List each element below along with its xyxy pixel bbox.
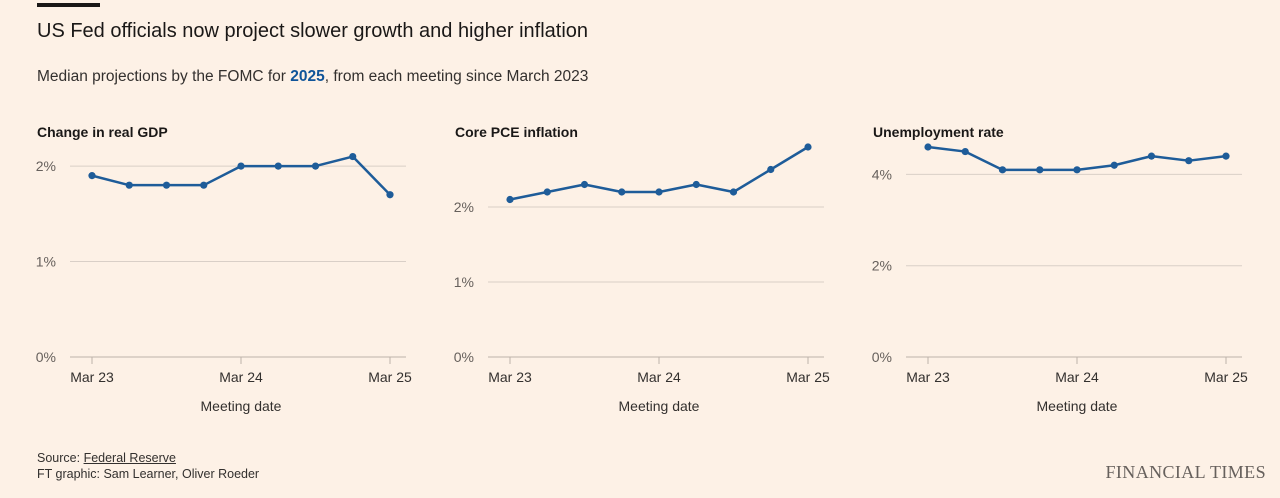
unemployment-data-point (1147, 152, 1156, 160)
unemployment-x-tick-label: Mar 24 (1055, 369, 1099, 385)
pce-data-point (804, 143, 812, 151)
gdp-y-tick-label: 1% (36, 254, 56, 270)
pce-y-tick-label: 1% (454, 274, 474, 290)
pce-x-axis-title: Meeting date (619, 398, 700, 414)
pce-data-point (692, 180, 700, 189)
pce-data-point (729, 188, 738, 196)
gdp-y-tick-label: 2% (36, 158, 56, 174)
unemployment-data-point (1222, 152, 1230, 160)
unemployment-data-point (1073, 166, 1081, 174)
gdp-data-point (200, 181, 208, 189)
gdp-data-point (274, 162, 282, 170)
unemployment-data-point (961, 147, 969, 156)
subtitle-text: Median projections by the FOMC for (37, 68, 291, 85)
gdp-data-point (162, 181, 171, 189)
unemployment-x-tick-label: Mar 23 (906, 369, 950, 385)
gdp-series-line (90, 155, 392, 196)
footer: Source: Federal Reserve FT graphic: Sam … (37, 450, 259, 482)
source-link[interactable]: Federal Reserve (83, 451, 176, 465)
pce-data-point (543, 188, 551, 196)
chart-title: US Fed officials now project slower grow… (37, 20, 589, 42)
pce-data-point (767, 165, 775, 174)
unemployment-data-point (998, 166, 1007, 174)
gdp-x-tick-label: Mar 24 (219, 369, 263, 385)
gdp-x-axis-title: Meeting date (201, 398, 282, 414)
subtitle-text-end: , from each meeting since March 2023 (324, 68, 589, 85)
ft-logo: FINANCIAL TIMES (1105, 462, 1266, 482)
pce-data-point (506, 195, 514, 204)
source-prefix: Source: (37, 451, 84, 465)
unemployment-data-point (924, 143, 932, 151)
gdp-x-tick-label: Mar 25 (368, 369, 412, 385)
chart-subtitle: Median projections by the FOMC for 2025,… (37, 68, 588, 86)
gdp-data-point (386, 191, 394, 199)
gdp-x-tick-label: Mar 23 (70, 369, 114, 385)
pce-x-tick-label: Mar 23 (488, 369, 532, 385)
gdp-data-point (125, 181, 133, 189)
pce-x-tick-label: Mar 25 (786, 369, 830, 385)
unemployment-data-point (1036, 166, 1044, 174)
source-line: Source: Federal Reserve (37, 450, 259, 466)
pce-y-tick-label: 0% (454, 349, 474, 365)
pce-y-tick-label: 2% (454, 199, 474, 215)
gdp-data-point (88, 172, 96, 180)
pce-data-point (618, 188, 626, 196)
unemployment-y-tick-label: 4% (872, 166, 892, 182)
gdp-data-point (237, 162, 245, 170)
panel-title-pce: Core PCE inflation (455, 124, 578, 140)
unemployment-data-point (1185, 157, 1193, 165)
gdp-data-point (349, 152, 357, 161)
unemployment-y-tick-label: 0% (872, 349, 892, 365)
gdp-y-tick-label: 0% (36, 349, 56, 365)
pce-x-tick-label: Mar 24 (637, 369, 681, 385)
top-accent-bar (37, 3, 100, 7)
gdp-data-point (311, 162, 320, 170)
unemployment-x-axis-title: Meeting date (1037, 398, 1118, 414)
unemployment-y-tick-label: 2% (872, 258, 892, 274)
pce-data-point (655, 188, 663, 196)
unemployment-data-point (1110, 161, 1118, 169)
pce-data-point (580, 180, 589, 189)
credit-line: FT graphic: Sam Learner, Oliver Roeder (37, 467, 260, 481)
unemployment-x-tick-label: Mar 25 (1204, 369, 1248, 385)
panel-title-unemployment: Unemployment rate (873, 124, 1004, 140)
subtitle-highlight-year: 2025 (290, 68, 325, 85)
panel-title-gdp: Change in real GDP (37, 124, 168, 140)
